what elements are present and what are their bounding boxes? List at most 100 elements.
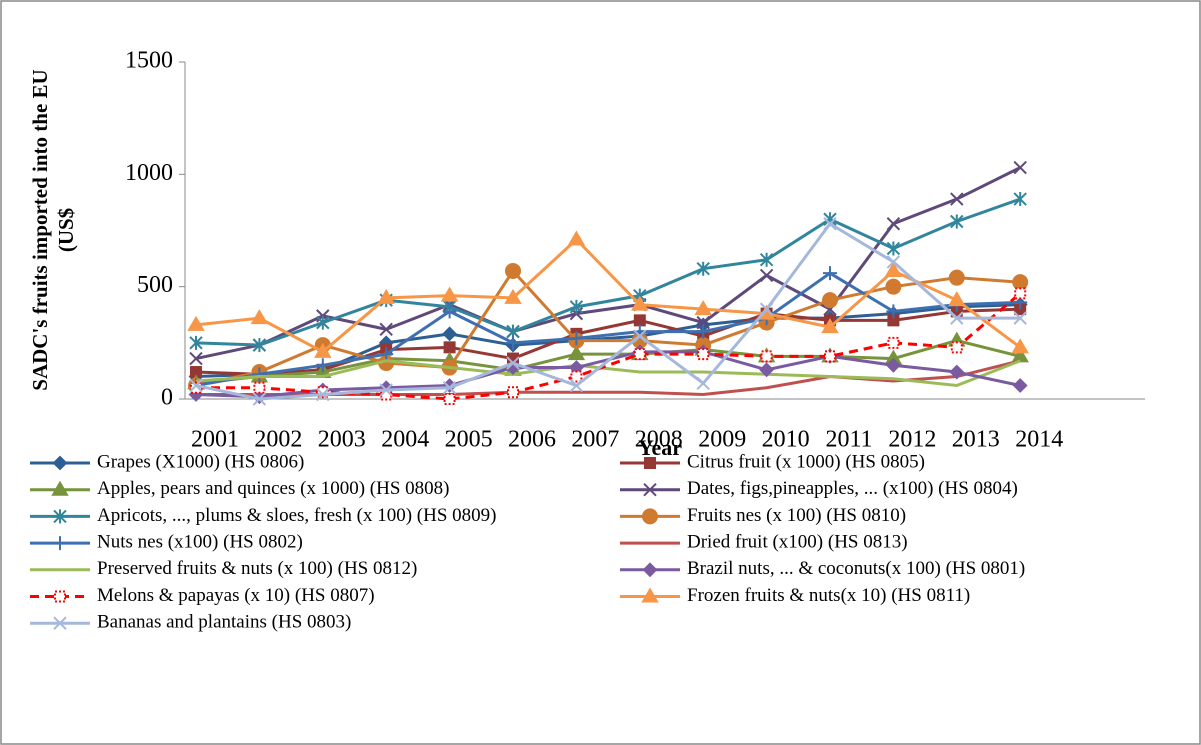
marker bbox=[1013, 192, 1027, 207]
series-line bbox=[195, 221, 1021, 401]
legend-marker bbox=[52, 455, 68, 471]
series-line bbox=[195, 339, 1021, 385]
y-tick-label: 1500 bbox=[125, 48, 173, 74]
marker bbox=[884, 261, 903, 277]
legend-label: Bananas and plantains (HS 0803) bbox=[97, 612, 351, 633]
marker bbox=[950, 341, 963, 354]
series bbox=[189, 217, 1027, 406]
series-line bbox=[195, 197, 1021, 347]
legend-marker bbox=[51, 480, 69, 496]
legend-item: Apples, pears and quinces (x 1000) (HS 0… bbox=[30, 478, 449, 499]
legend-item: Frozen fruits & nuts(x 10) (HS 0811) bbox=[620, 585, 970, 606]
x-tick-label: 2009 bbox=[698, 427, 746, 453]
marker bbox=[822, 292, 838, 309]
marker bbox=[823, 266, 837, 281]
marker bbox=[824, 350, 836, 363]
marker bbox=[823, 217, 837, 231]
marker bbox=[567, 230, 586, 246]
marker bbox=[314, 342, 332, 358]
marker bbox=[507, 386, 519, 399]
x-tick-label: 2007 bbox=[571, 427, 619, 453]
series-line bbox=[195, 307, 1021, 376]
y-axis-label-line: (US$ bbox=[54, 208, 78, 252]
legend-marker bbox=[642, 508, 658, 525]
legend-label: Fruits nes (x 100) (HS 0810) bbox=[687, 505, 906, 526]
legend-item: Fruits nes (x 100) (HS 0810) bbox=[620, 505, 906, 526]
marker bbox=[316, 315, 330, 330]
x-tick-label: 2002 bbox=[254, 427, 302, 453]
marker bbox=[316, 387, 330, 402]
marker bbox=[443, 393, 456, 405]
marker bbox=[506, 335, 520, 350]
legend-marker bbox=[54, 590, 66, 603]
x-tick-label: 2005 bbox=[445, 427, 493, 453]
y-tick-label: 500 bbox=[137, 272, 173, 298]
legend-label: Dried fruit (x100) (HS 0813) bbox=[687, 531, 908, 552]
x-tick-label: 2003 bbox=[318, 427, 366, 453]
marker bbox=[569, 299, 584, 314]
marker bbox=[252, 338, 267, 353]
legend-label: Dates, figs,pineapples, ... (x100) (HS 0… bbox=[687, 478, 1018, 499]
series-line bbox=[195, 268, 1021, 387]
marker bbox=[1011, 338, 1029, 354]
marker bbox=[506, 356, 520, 370]
series bbox=[187, 230, 1029, 358]
legend-item: Preserved fruits & nuts (x 100) (HS 0812… bbox=[30, 558, 417, 579]
marker bbox=[440, 286, 459, 302]
marker bbox=[694, 300, 712, 316]
marker bbox=[190, 381, 202, 394]
marker bbox=[948, 269, 965, 286]
marker bbox=[885, 278, 902, 295]
marker bbox=[316, 386, 329, 399]
y-axis-label: SADC's fruits imported into the EU (US$ bbox=[28, 69, 78, 390]
marker bbox=[379, 322, 393, 337]
marker bbox=[1013, 311, 1027, 325]
marker bbox=[504, 288, 522, 304]
marker bbox=[570, 370, 583, 383]
legend-item: Brazil nuts, ... & coconuts(x 100) (HS 0… bbox=[620, 558, 1025, 579]
marker bbox=[379, 383, 393, 397]
marker bbox=[885, 357, 901, 373]
marker bbox=[696, 315, 710, 330]
marker bbox=[253, 381, 266, 394]
marker bbox=[886, 217, 901, 231]
marker bbox=[631, 295, 649, 311]
series-line bbox=[195, 271, 1021, 387]
legend-label: Preserved fruits & nuts (x 100) (HS 0812… bbox=[97, 558, 417, 579]
x-tick-label: 2010 bbox=[762, 427, 810, 453]
legend-label: Apricots, ..., plums & sloes, fresh (x 1… bbox=[97, 505, 497, 526]
marker bbox=[696, 376, 710, 390]
legend-label: Nuts nes (x100) (HS 0802) bbox=[97, 531, 303, 552]
legend-marker bbox=[53, 509, 67, 524]
legend-marker bbox=[53, 536, 67, 551]
marker bbox=[569, 378, 584, 393]
legend-item: Apricots, ..., plums & sloes, fresh (x 1… bbox=[30, 505, 497, 526]
marker bbox=[633, 314, 646, 327]
marker bbox=[633, 329, 647, 343]
x-tick-label: 2012 bbox=[888, 427, 936, 453]
legend-label: Brazil nuts, ... & coconuts(x 100) (HS 0… bbox=[687, 558, 1025, 579]
marker bbox=[697, 348, 710, 361]
legend-marker bbox=[644, 457, 656, 469]
legend-label: Apples, pears and quinces (x 1000) (HS 0… bbox=[97, 478, 449, 499]
marker bbox=[821, 318, 839, 334]
marker bbox=[442, 381, 457, 395]
legend-label: Frozen fruits & nuts(x 10) (HS 0811) bbox=[687, 585, 970, 606]
marker bbox=[252, 392, 267, 406]
marker bbox=[569, 331, 584, 346]
marker bbox=[950, 192, 964, 206]
marker bbox=[696, 324, 711, 339]
series-line bbox=[195, 359, 1021, 388]
x-tick-label: 2008 bbox=[635, 427, 683, 453]
x-tick-label: 2001 bbox=[191, 427, 239, 453]
legend-item: Nuts nes (x100) (HS 0802) bbox=[30, 531, 303, 552]
marker bbox=[950, 214, 964, 229]
marker bbox=[759, 252, 774, 267]
marker bbox=[759, 362, 775, 378]
marker bbox=[379, 347, 394, 362]
legend-marker bbox=[643, 482, 657, 497]
legend-label: Citrus fruit (x 1000) (HS 0805) bbox=[687, 451, 925, 472]
marker bbox=[189, 378, 203, 393]
y-tick-label: 0 bbox=[161, 385, 173, 411]
